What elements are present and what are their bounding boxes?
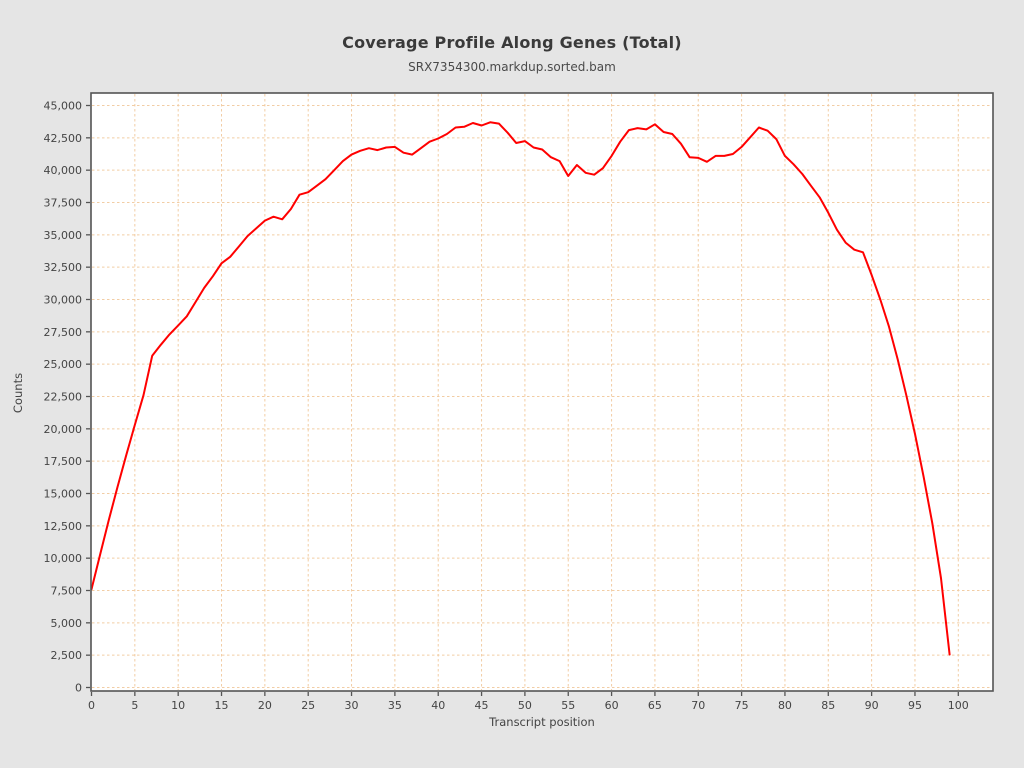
x-tick-label: 15 (215, 699, 229, 712)
plot-area (91, 93, 993, 691)
y-tick-label: 27,500 (44, 326, 83, 339)
x-tick-label: 30 (345, 699, 359, 712)
x-tick-label: 25 (301, 699, 315, 712)
y-tick-label: 40,000 (44, 164, 83, 177)
x-tick-label: 45 (475, 699, 489, 712)
x-tick-label: 95 (908, 699, 922, 712)
y-tick-label: 0 (75, 682, 82, 695)
x-tick-label: 0 (88, 699, 95, 712)
y-tick-label: 12,500 (44, 520, 83, 533)
y-tick-label: 20,000 (44, 423, 83, 436)
plot-frame (90, 92, 994, 692)
y-axis-label: Counts (11, 372, 25, 414)
x-tick-label: 65 (648, 699, 662, 712)
x-axis-label: Transcript position (489, 715, 595, 729)
x-tick-label: 10 (171, 699, 185, 712)
x-tick-label: 5 (131, 699, 138, 712)
x-tick-label: 100 (948, 699, 969, 712)
chart-title: Coverage Profile Along Genes (Total) (342, 33, 682, 52)
x-tick-label: 75 (735, 699, 749, 712)
y-tick-label: 15,000 (44, 488, 83, 501)
x-tick-label: 60 (605, 699, 619, 712)
y-tick-label: 37,500 (44, 197, 83, 210)
x-tick-label: 40 (431, 699, 445, 712)
chart-subtitle: SRX7354300.markdup.sorted.bam (408, 60, 616, 74)
y-tick-label: 25,000 (44, 358, 83, 371)
y-tick-label: 35,000 (44, 229, 83, 242)
x-tick-label: 55 (561, 699, 575, 712)
y-tick-label: 10,000 (44, 552, 83, 565)
coverage-line-series (90, 121, 951, 656)
y-tick-label: 7,500 (51, 585, 83, 598)
y-tick-label: 32,500 (44, 261, 83, 274)
y-tick-label: 5,000 (51, 617, 83, 630)
x-tick-label: 80 (778, 699, 792, 712)
y-tick-label: 42,500 (44, 132, 83, 145)
x-tick-label: 70 (691, 699, 705, 712)
y-tick-label: 2,500 (51, 649, 83, 662)
x-tick-label: 90 (865, 699, 879, 712)
x-tick-label: 50 (518, 699, 532, 712)
y-tick-label: 17,500 (44, 455, 83, 468)
x-tick-label: 20 (258, 699, 272, 712)
y-tick-label: 45,000 (44, 100, 83, 113)
x-tick-label: 85 (821, 699, 835, 712)
y-tick-label: 22,500 (44, 391, 83, 404)
y-tick-label: 30,000 (44, 294, 83, 307)
x-tick-label: 35 (388, 699, 402, 712)
